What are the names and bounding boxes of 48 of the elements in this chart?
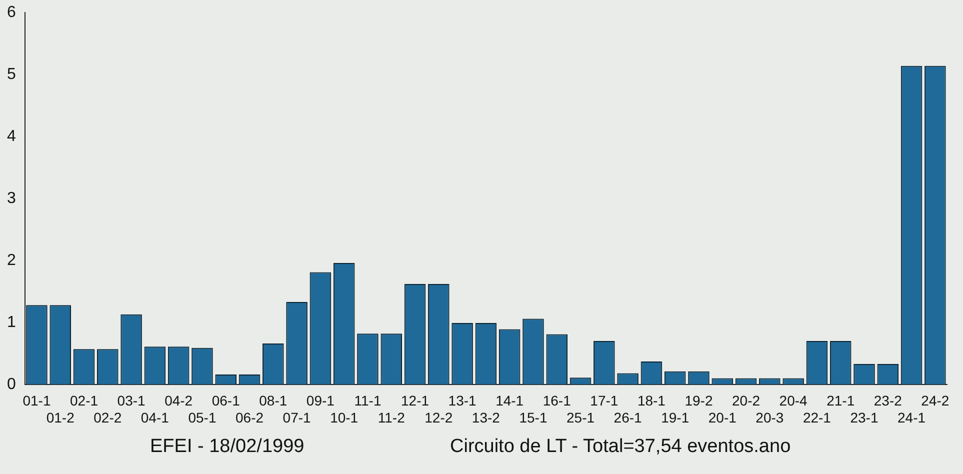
y-tick-label: 6 [6,4,16,22]
x-tick-label: 11-1 [354,392,382,409]
x-tick-label: 25-1 [566,409,595,426]
x-tick-label: 03-1 [117,392,146,409]
text: Circuito de LT - Total=37,54 eventos.ano [450,436,791,458]
x-tick-label: 23-2 [874,392,902,409]
x-tick-label: 13-2 [472,409,500,426]
x-tick-label: 01-1 [22,392,51,409]
text: EFEI - 18/02/1999 [150,436,304,458]
x-tick-label: 09-1 [306,392,335,409]
x-tick-label: 17-1 [590,392,618,409]
x-tick-label: 06-1 [212,392,240,409]
x-tick-label: 05-1 [188,409,216,426]
y-tick-label: 5 [6,66,16,83]
y-tick-label: 2 [6,252,16,269]
x-tick-label: 12-2 [424,409,453,426]
y-tick-label: 0 [6,376,16,393]
y-tick-label: 1 [6,314,16,331]
x-tick-label: 14-1 [496,392,524,409]
x-tick-label: 01-2 [46,409,75,426]
x-tick-label: 04-1 [140,409,170,426]
x-tick-label: 06-2 [235,409,264,426]
x-tick-label: 24-1 [898,409,926,426]
x-tick-label: 26-1 [614,409,642,426]
x-tick-label: 19-2 [684,392,713,409]
x-tick-label: 04-2 [164,392,193,409]
x-tick-label: 11-2 [378,409,406,426]
x-tick-label: 19-1 [661,409,690,426]
x-tick-label: 16-1 [542,392,572,409]
x-tick-label: 15-1 [519,409,548,426]
x-tick-label: 21-1 [826,392,855,409]
y-tick-label: 4 [6,128,16,145]
x-tick-label: 08-1 [259,392,288,409]
x-tick-label: 22-1 [802,409,832,426]
x-tick-label: 02-1 [70,392,98,409]
x-tick-label: 18-1 [637,392,666,409]
x-tick-label: 12-1 [401,392,430,409]
y-tick-label: 3 [6,190,16,207]
x-tick-label: 23-1 [850,409,878,426]
x-tick-label: 10-1 [330,409,358,426]
x-tick-label: 24-2 [921,392,950,409]
x-tick-label: 20-4 [779,392,808,409]
x-tick-label: 20-1 [708,409,737,426]
x-tick-label: 02-2 [94,409,122,426]
x-tick-label: 13-1 [448,392,477,409]
x-tick-label: 20-2 [732,392,760,409]
x-tick-label: 07-1 [282,409,312,426]
x-tick-label: 20-3 [756,409,784,426]
